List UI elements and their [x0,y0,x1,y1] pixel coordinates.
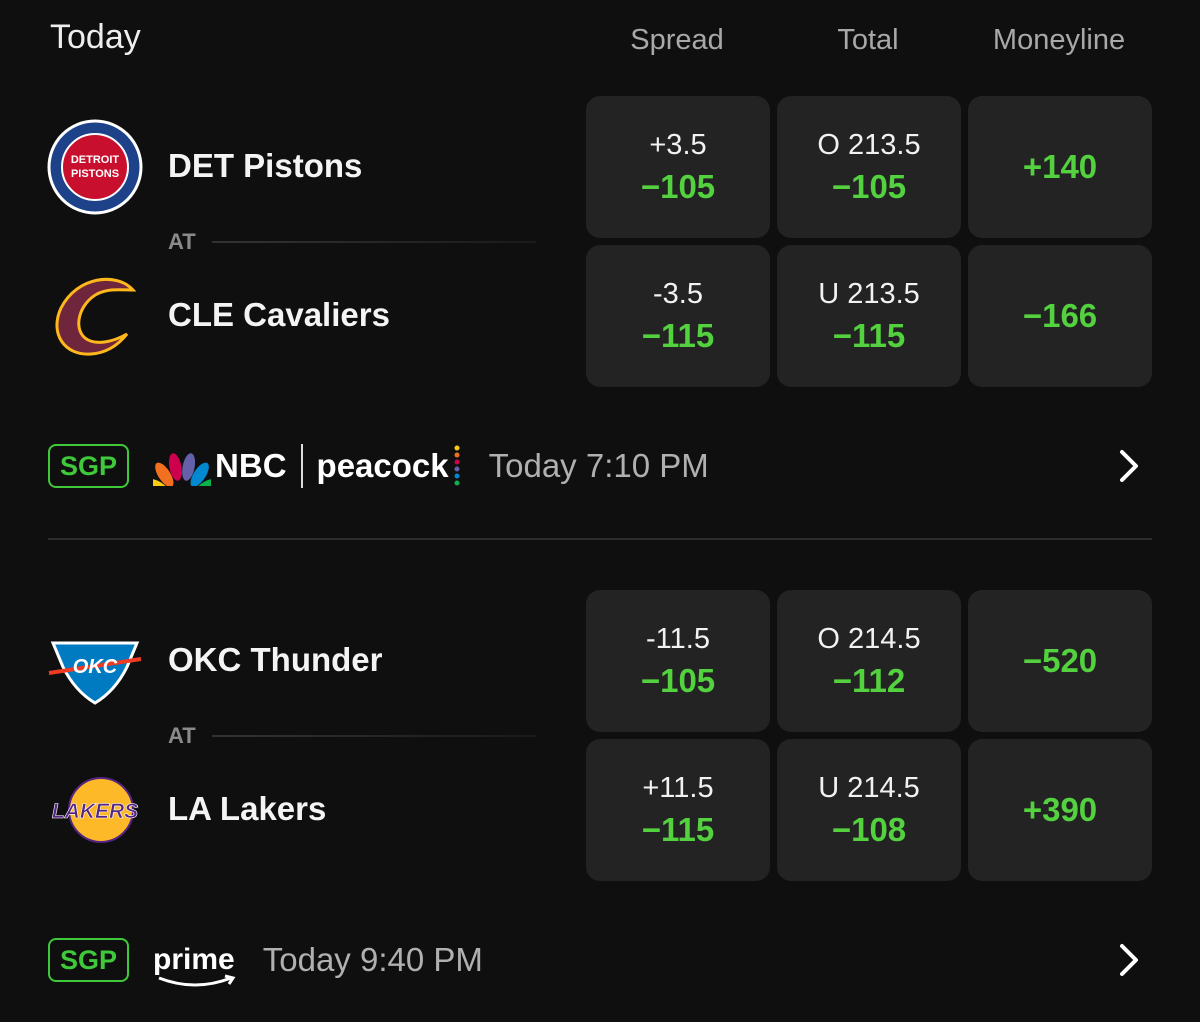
team-name: CLE Cavaliers [168,296,390,333]
spread-line: -11.5 [646,623,710,655]
peacock-dots [454,445,460,486]
spread-line: +3.5 [649,129,707,161]
total-cell[interactable]: O 213.5 −105 [777,96,961,238]
total-line: O 213.5 [817,129,921,161]
total-cell[interactable]: U 213.5 −115 [777,245,961,387]
at-label: AT [168,229,196,254]
column-header: Total [837,24,899,56]
moneyline-odds: −166 [1022,297,1098,334]
total-odds: −105 [831,168,907,205]
total-odds: −115 [832,317,906,354]
dot [454,466,460,472]
smile [158,974,236,987]
spread-cell[interactable]: +11.5 −115 [586,739,770,881]
team-name: LA Lakers [168,790,327,827]
spread-line: +11.5 [642,772,714,804]
feather [168,453,182,481]
chevron [1120,944,1138,976]
prime-smile [158,974,236,987]
total-odds: −108 [831,811,907,848]
logo-text: DETROIT [71,154,120,166]
feather [182,453,196,481]
dot [454,452,460,458]
sgp-badge: SGP [48,938,130,982]
spread-line: -3.5 [653,278,703,310]
logo-ball [68,777,134,843]
moneyline-cell[interactable]: −166 [968,245,1152,387]
total-cell[interactable]: U 214.5 −108 [777,739,961,881]
sgp-badge: SGP [48,444,130,488]
chevron-path [1120,944,1138,976]
moneyline-odds: −520 [1022,642,1098,679]
moneyline-cell[interactable]: −520 [968,590,1152,732]
logo-text: OKC [73,656,118,678]
feather [190,462,209,486]
spread-odds: −105 [640,662,716,699]
spread-odds: −115 [641,811,715,848]
moneyline-odds: +140 [1022,148,1098,185]
logo-core [61,133,129,201]
logo-text: PISTONS [71,168,119,180]
total-line: O 214.5 [817,623,921,655]
section-title: Today [50,18,141,56]
moneyline-cell[interactable]: +390 [968,739,1152,881]
team-name: DET Pistons [168,147,363,184]
total-line: U 213.5 [818,278,920,310]
at-label: AT [168,723,196,748]
game-footer[interactable]: SGP NBC peacock Today 7:10 PM [48,442,709,490]
brand-divider [300,444,303,488]
team-logo: DETROIT PISTONS [47,119,143,215]
feather [153,478,172,486]
spread-odds: −105 [640,168,716,205]
feather [192,478,212,486]
brand-name: NBC [215,447,287,484]
total-cell[interactable]: O 214.5 −112 [777,590,961,732]
total-odds: −112 [832,662,906,699]
team-logo: LAKERS [52,777,138,843]
logo-stripe [48,657,142,675]
brand-name: prime [153,943,235,976]
game-time: Today 9:40 PM [262,941,483,978]
dot [454,480,460,486]
game-time: Today 7:10 PM [488,447,709,484]
moneyline-odds: +390 [1022,791,1098,828]
nbc-peacock-icon [153,453,212,486]
chevron-path [1120,450,1138,482]
team-logo: OKC [48,641,142,705]
chevron [1120,450,1138,482]
spread-cell[interactable]: -11.5 −105 [586,590,770,732]
game-divider [48,538,1152,540]
logo-shape [55,277,137,356]
brand-name: peacock [316,447,449,484]
column-header: Moneyline [992,24,1126,56]
feather [155,462,174,486]
team-name: OKC Thunder [168,641,383,678]
spread-cell[interactable]: -3.5 −115 [586,245,770,387]
moneyline-cell[interactable]: +140 [968,96,1152,238]
logo-text: LAKERS [52,800,138,823]
dot [454,473,460,479]
total-line: U 214.5 [818,772,920,804]
dot [454,445,460,451]
logo-shape [50,641,140,705]
column-header: Spread [630,24,724,56]
game-footer[interactable]: SGP prime Today 9:40 PM [48,936,483,987]
spread-cell[interactable]: +3.5 −105 [586,96,770,238]
dot [454,459,460,465]
spread-odds: −115 [641,317,715,354]
at-divider [212,241,536,243]
team-logo [55,277,137,356]
at-divider [212,735,536,737]
brand-wrap: prime [153,942,236,987]
